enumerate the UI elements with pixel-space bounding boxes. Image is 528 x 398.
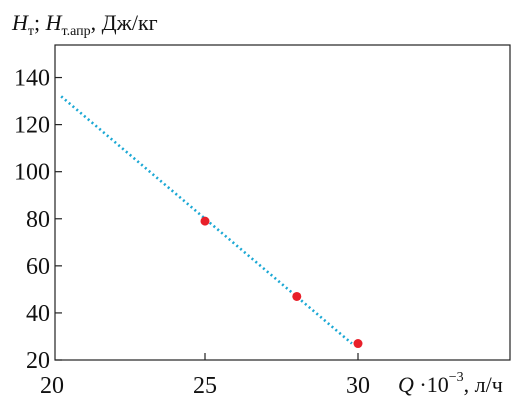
data-point: [292, 291, 302, 301]
y-axis-ticks: 20 40 60 80 100 120 140: [14, 66, 62, 374]
x-axis-ticks: 20 25 30: [40, 353, 370, 398]
x-tick-label: 30: [346, 373, 370, 398]
y-tick-label: 120: [14, 113, 50, 139]
x-axis-title: Q ·10−3, л/ч: [398, 370, 503, 397]
series-layer: [60, 95, 363, 349]
y-axis-title: Hт; Hт.апр, Дж/кг: [11, 10, 158, 39]
y-tick-label: 60: [26, 254, 50, 280]
x-tick-label: 20: [40, 373, 64, 398]
y-tick-label: 20: [26, 348, 50, 374]
plot-frame: [54, 44, 511, 361]
y-tick-label: 80: [26, 207, 50, 233]
x-tick-label: 25: [193, 373, 217, 398]
y-tick-label: 140: [14, 66, 50, 92]
y-tick-label: 100: [14, 160, 50, 186]
data-point: [353, 339, 363, 349]
y-tick-label: 40: [26, 301, 50, 327]
data-point: [200, 216, 210, 226]
